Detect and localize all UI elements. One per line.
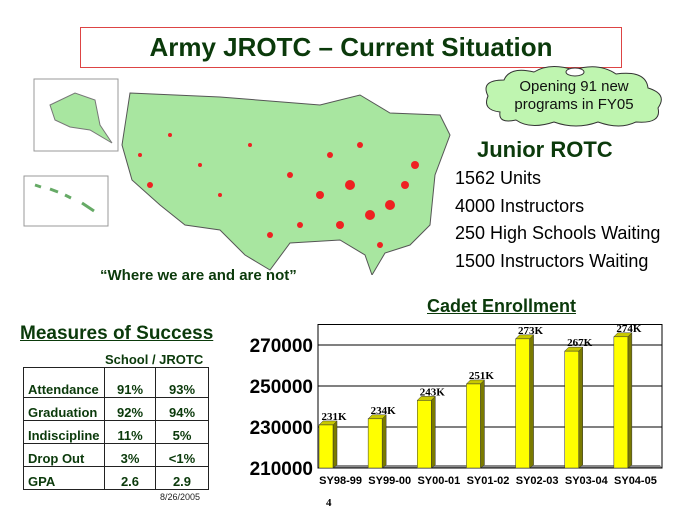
measures-row: Indiscipline 11% 5% bbox=[23, 420, 209, 444]
slide-title: Army JROTC – Current Situation bbox=[80, 27, 622, 68]
bar bbox=[466, 383, 481, 469]
bar bbox=[564, 350, 579, 469]
bar-side bbox=[627, 332, 633, 469]
hawaii-inset bbox=[23, 175, 109, 227]
metric-label: Graduation bbox=[23, 397, 105, 421]
bar bbox=[613, 336, 629, 469]
school-value: 92% bbox=[104, 397, 156, 421]
x-tick-label: SY00-01 bbox=[417, 475, 460, 487]
jr-stat-units: 1562 Units bbox=[455, 168, 542, 188]
y-tick-label: 270000 bbox=[250, 336, 313, 357]
bar-side bbox=[529, 334, 534, 469]
y-tick-label: 230000 bbox=[250, 418, 313, 439]
data-label: 267K bbox=[567, 337, 593, 349]
data-label: 251K bbox=[469, 370, 495, 382]
measures-table: Attendance 91% 93% Graduation 92% 94% Indiscip… bbox=[23, 367, 209, 490]
measures-heading: Measures of Success bbox=[20, 323, 214, 344]
callout-line-2: programs in FY05 bbox=[514, 96, 634, 113]
y-tick-label: 250000 bbox=[250, 377, 313, 398]
plot-area bbox=[317, 324, 663, 469]
jr-stat-instructors-waiting: 1500 Instructors Waiting bbox=[455, 251, 649, 271]
us-map bbox=[23, 78, 451, 275]
measures-row: Graduation 92% 94% bbox=[23, 397, 209, 421]
bar-side bbox=[480, 379, 485, 469]
x-tick-label: SY04-05 bbox=[614, 475, 657, 487]
bar bbox=[417, 400, 432, 469]
bar bbox=[318, 424, 334, 469]
x-tick-label: SY99-00 bbox=[368, 475, 411, 487]
jr-stat-schools-waiting: 250 High Schools Waiting bbox=[455, 223, 661, 243]
x-tick-label: SY98-99 bbox=[319, 475, 362, 487]
bar-side bbox=[431, 395, 436, 469]
x-tick-label: SY03-04 bbox=[565, 475, 609, 487]
metric-label: Indiscipline bbox=[23, 420, 105, 444]
school-value: 11% bbox=[104, 420, 156, 444]
metric-label: GPA bbox=[23, 466, 105, 490]
measures-row: GPA 2.6 2.9 bbox=[23, 466, 209, 490]
bar bbox=[515, 338, 530, 469]
data-label: 273K bbox=[518, 325, 544, 337]
junior-rotc-heading: Junior ROTC bbox=[477, 137, 613, 162]
bar-side bbox=[332, 420, 338, 469]
callout-line-1: Opening 91 new bbox=[519, 78, 629, 95]
measures-columns-label: School / JROTC bbox=[105, 352, 204, 367]
measures-row: Drop Out 3% <1% bbox=[23, 443, 209, 467]
jr-stat-instructors: 4000 Instructors bbox=[455, 196, 585, 216]
x-tick-label: SY02-03 bbox=[516, 475, 559, 487]
footer-date: 8/26/2005 bbox=[160, 492, 201, 502]
y-tick-label: 210000 bbox=[250, 459, 313, 480]
map-caption: “Where we are and are not” bbox=[100, 267, 297, 284]
data-label: 274K bbox=[616, 323, 642, 335]
chart-title: Cadet Enrollment bbox=[427, 296, 577, 316]
school-value: 2.6 bbox=[104, 466, 156, 490]
page-number: 4 bbox=[326, 497, 332, 509]
metric-label: Drop Out bbox=[23, 443, 105, 467]
data-label: 231K bbox=[321, 411, 347, 423]
school-value: 91% bbox=[104, 367, 156, 398]
bar bbox=[367, 418, 383, 469]
callout-cloud bbox=[485, 66, 662, 127]
data-label: 243K bbox=[420, 386, 446, 398]
bar-side bbox=[578, 346, 583, 469]
data-label: 234K bbox=[371, 405, 397, 417]
bar-side bbox=[381, 414, 387, 469]
jrotc-value: 2.9 bbox=[155, 466, 209, 490]
x-tick-label: SY01-02 bbox=[467, 475, 510, 487]
callout-text: Opening 91 new programs in FY05 bbox=[480, 78, 668, 114]
